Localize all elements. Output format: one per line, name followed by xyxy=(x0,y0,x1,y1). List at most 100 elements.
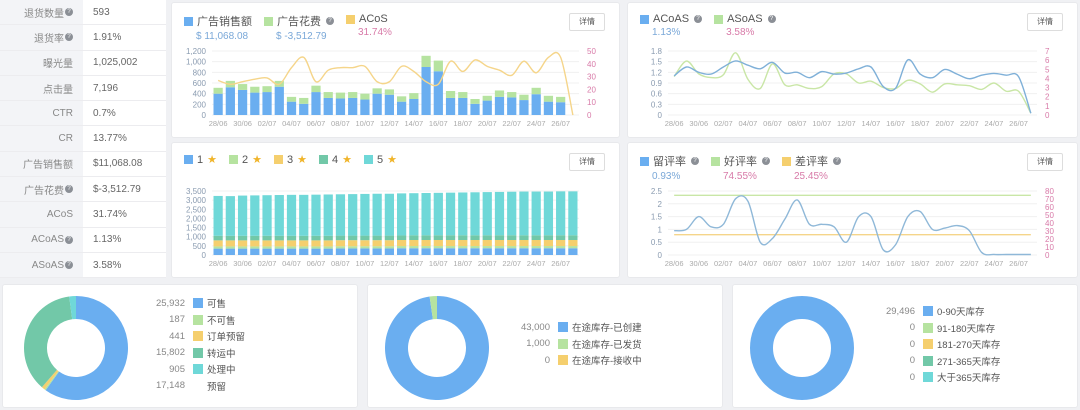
bar[interactable] xyxy=(213,246,223,249)
bar[interactable] xyxy=(433,60,443,72)
help-icon[interactable]: ? xyxy=(694,15,703,23)
acoas-detail-button[interactable]: 详情 xyxy=(1027,13,1063,31)
bar[interactable] xyxy=(445,246,456,249)
bar[interactable] xyxy=(384,240,394,247)
bar[interactable] xyxy=(250,248,260,255)
bar[interactable] xyxy=(519,248,529,255)
bar[interactable] xyxy=(286,96,297,102)
bar[interactable] xyxy=(507,92,517,98)
bar[interactable] xyxy=(274,86,284,115)
bar[interactable] xyxy=(348,194,358,236)
bar[interactable] xyxy=(237,89,248,115)
pie-legend-item[interactable]: 15,802 转运中 xyxy=(133,345,245,362)
bar[interactable] xyxy=(372,240,382,247)
bar[interactable] xyxy=(335,246,346,249)
help-icon[interactable]: ? xyxy=(65,185,73,194)
bar[interactable] xyxy=(348,92,358,98)
bar[interactable] xyxy=(433,71,443,115)
bar[interactable] xyxy=(433,192,443,236)
help-icon[interactable]: ? xyxy=(691,157,699,165)
bar[interactable] xyxy=(335,92,346,99)
bar[interactable] xyxy=(262,195,272,236)
bar[interactable] xyxy=(213,87,223,94)
bar[interactable] xyxy=(237,248,248,255)
bar[interactable] xyxy=(507,191,517,236)
donut-slice[interactable] xyxy=(429,296,437,320)
bar[interactable] xyxy=(335,240,346,247)
bar[interactable] xyxy=(507,240,517,247)
bar[interactable] xyxy=(225,235,235,241)
bar[interactable] xyxy=(311,235,321,241)
donut-slice[interactable] xyxy=(69,296,76,320)
bar[interactable] xyxy=(482,240,492,247)
bar[interactable] xyxy=(494,246,505,249)
donut-slice[interactable] xyxy=(44,371,60,391)
bar[interactable] xyxy=(299,248,309,255)
bar[interactable] xyxy=(250,92,260,115)
bar[interactable] xyxy=(409,246,419,249)
legend-item[interactable]: 广告销售额 $ 11,068.08 xyxy=(184,13,252,42)
bar[interactable] xyxy=(372,193,382,236)
bar[interactable] xyxy=(470,246,480,249)
bar[interactable] xyxy=(531,191,541,236)
bar[interactable] xyxy=(543,235,554,241)
bar[interactable] xyxy=(384,235,394,241)
bar[interactable] xyxy=(311,246,321,249)
bar[interactable] xyxy=(445,235,456,241)
pie-legend-item[interactable]: 905 处理中 xyxy=(133,361,245,378)
bar[interactable] xyxy=(286,101,297,115)
bar[interactable] xyxy=(299,194,309,236)
bar[interactable] xyxy=(225,196,235,236)
bar[interactable] xyxy=(286,235,297,241)
donut-slice[interactable] xyxy=(45,296,128,400)
help-icon[interactable]: ? xyxy=(762,157,770,165)
bar[interactable] xyxy=(421,246,431,249)
bar[interactable] xyxy=(433,235,443,241)
bar[interactable] xyxy=(335,194,346,236)
bar[interactable] xyxy=(433,246,443,249)
bar[interactable] xyxy=(213,240,223,247)
bar[interactable] xyxy=(507,248,517,255)
bar[interactable] xyxy=(262,235,272,241)
bar[interactable] xyxy=(250,240,260,247)
bar[interactable] xyxy=(494,248,505,255)
help-icon[interactable]: ? xyxy=(833,157,841,165)
donut-slice[interactable] xyxy=(385,296,489,400)
bar[interactable] xyxy=(482,192,492,236)
legend-item[interactable]: 4 ★ xyxy=(319,153,352,166)
bar[interactable] xyxy=(409,248,419,255)
bar[interactable] xyxy=(286,194,297,236)
bar[interactable] xyxy=(445,248,456,255)
pie-legend-item[interactable]: 17,148 预留 xyxy=(133,378,245,395)
bar[interactable] xyxy=(274,248,284,255)
bar[interactable] xyxy=(519,246,529,249)
bar[interactable] xyxy=(397,101,407,115)
bar[interactable] xyxy=(568,248,578,255)
bar[interactable] xyxy=(556,191,566,236)
bar[interactable] xyxy=(360,235,370,241)
pie-legend-item[interactable]: 0 271-365天库存 xyxy=(863,353,1001,370)
bar[interactable] xyxy=(556,235,566,241)
bar[interactable] xyxy=(262,92,272,115)
bar[interactable] xyxy=(311,248,321,255)
bar[interactable] xyxy=(323,235,333,241)
bar[interactable] xyxy=(494,235,505,241)
legend-item[interactable]: ACoAS? 1.13% xyxy=(640,13,703,38)
bar[interactable] xyxy=(372,88,382,94)
pie-legend-item[interactable]: 1,000 在途库存-已发货 xyxy=(498,336,641,353)
bar[interactable] xyxy=(286,246,297,249)
bar[interactable] xyxy=(311,240,321,247)
legend-item[interactable]: ACoS 31.74% xyxy=(346,13,392,42)
help-icon[interactable]: ? xyxy=(65,33,73,42)
bar[interactable] xyxy=(556,96,566,103)
bar[interactable] xyxy=(237,235,248,241)
bar[interactable] xyxy=(409,93,419,99)
bar[interactable] xyxy=(323,97,333,115)
bar[interactable] xyxy=(397,193,407,236)
bar[interactable] xyxy=(409,193,419,236)
bar[interactable] xyxy=(384,89,394,95)
legend-item[interactable]: ASoAS? 3.58% xyxy=(714,13,776,38)
pie-legend-item[interactable]: 25,932 可售 xyxy=(133,295,245,312)
bar[interactable] xyxy=(458,248,468,255)
bar[interactable] xyxy=(519,240,529,247)
